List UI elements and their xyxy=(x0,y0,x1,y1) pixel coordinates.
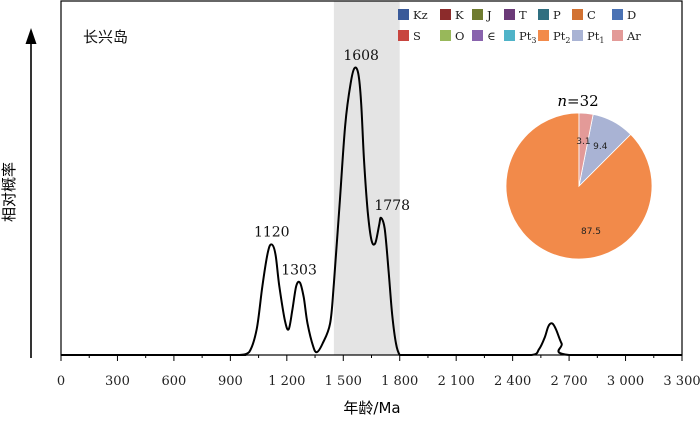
site-label: 长兴岛 xyxy=(83,28,128,46)
x-tick-label: 2 700 xyxy=(550,374,587,389)
pie-slice-label: 9.4 xyxy=(593,142,608,152)
pie-slice xyxy=(505,112,653,260)
probability-curve xyxy=(61,66,682,357)
legend-swatch xyxy=(440,9,451,20)
legend-label: P xyxy=(553,8,561,22)
legend-label: Ar xyxy=(626,29,641,43)
highlight-band xyxy=(333,1,400,355)
x-tick-label: 3 300 xyxy=(663,374,700,389)
pie-slice-label: 87.5 xyxy=(581,227,601,237)
legend: Kz K J T P C D S O ∈ Pt3 Pt2 Pt1 Ar xyxy=(398,8,641,45)
legend-swatch xyxy=(612,9,623,20)
legend-swatch xyxy=(572,30,583,41)
legend-label: ∈ xyxy=(487,29,496,43)
x-tick-label: 300 xyxy=(105,374,130,389)
x-axis-ticks: 0 300 600 900 1 200 1 500 1 800 2 100 2 400 2 700… xyxy=(57,355,700,389)
legend-label: Pt2 xyxy=(553,29,570,45)
probability-curve-group xyxy=(61,66,682,357)
peak-label: 1608 xyxy=(343,48,379,64)
peak-labels: 1120 1303 1608 1778 xyxy=(254,48,410,279)
legend-label: S xyxy=(413,29,421,43)
legend-swatch xyxy=(504,30,515,41)
pie-slice xyxy=(578,112,594,187)
pie-slice-label: 3.1 xyxy=(576,137,590,147)
x-tick-label: 2 100 xyxy=(438,374,475,389)
x-tick-label: 1 800 xyxy=(381,374,418,389)
y-axis-arrow-head xyxy=(25,28,37,44)
legend-swatch xyxy=(504,9,515,20)
pie-chart: 87.5 9.43.1 xyxy=(505,112,653,260)
x-tick-label: 600 xyxy=(161,374,186,389)
legend-label: C xyxy=(587,8,596,22)
legend-label: J xyxy=(486,8,492,22)
legend-swatch xyxy=(472,9,483,20)
legend-label: D xyxy=(627,8,636,22)
x-tick-label: 1 200 xyxy=(268,374,305,389)
x-tick-label: 1 500 xyxy=(325,374,362,389)
peak-label: 1778 xyxy=(374,198,410,214)
x-tick-label: 900 xyxy=(218,374,243,389)
legend-swatch xyxy=(572,9,583,20)
legend-swatch xyxy=(472,30,483,41)
pie-title: n=32 xyxy=(557,92,598,110)
legend-label: Pt1 xyxy=(587,29,604,45)
peak-label: 1120 xyxy=(254,225,290,241)
legend-label: Pt3 xyxy=(519,29,536,45)
x-tick-label: 3 000 xyxy=(607,374,644,389)
legend-swatch xyxy=(398,30,409,41)
legend-swatch xyxy=(538,9,549,20)
legend-swatch xyxy=(538,30,549,41)
x-tick-label: 0 xyxy=(57,374,65,389)
x-tick-label: 2 400 xyxy=(494,374,531,389)
y-axis-label: 相对概率 xyxy=(0,162,18,222)
legend-swatch xyxy=(440,30,451,41)
legend-label: Kz xyxy=(413,8,428,22)
legend-label: O xyxy=(455,29,464,43)
legend-label: K xyxy=(455,8,464,22)
x-axis-label: 年龄/Ma xyxy=(343,399,400,417)
legend-swatch xyxy=(612,30,623,41)
legend-label: T xyxy=(519,8,527,22)
legend-swatch xyxy=(398,9,409,20)
peak-label: 1303 xyxy=(281,263,317,279)
